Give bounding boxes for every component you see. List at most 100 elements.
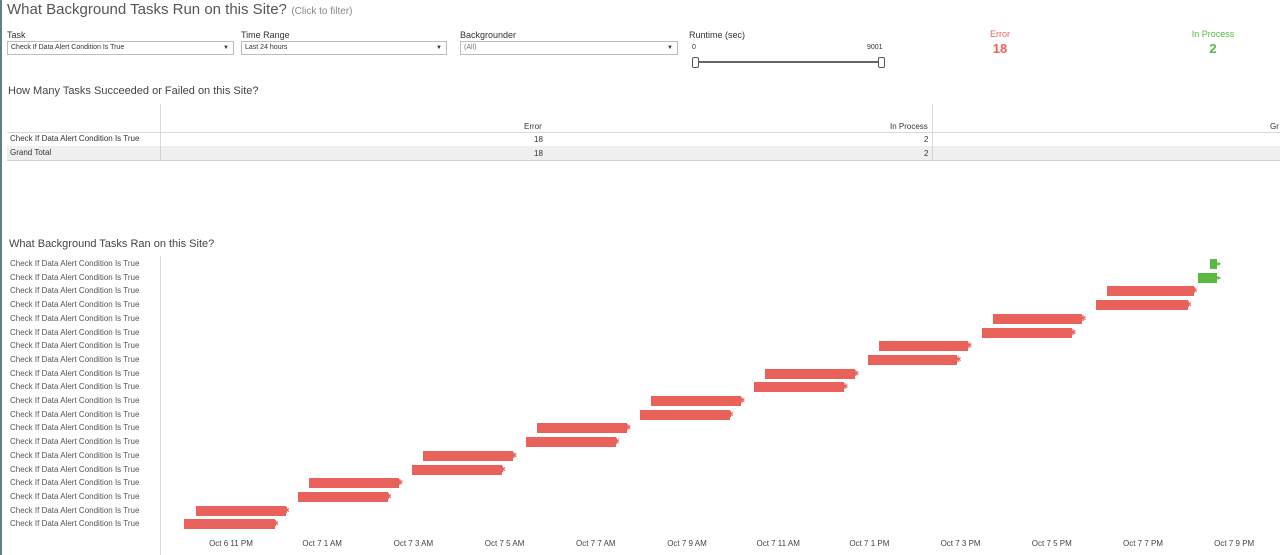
gantt-bar-error[interactable]: ✱ <box>982 327 1076 338</box>
bar-end-marker-icon: ✱ <box>841 382 849 392</box>
x-axis-tick-label: Oct 7 7 AM <box>576 539 616 548</box>
error-kpi-label: Error <box>990 29 1010 39</box>
table-row-label[interactable]: Check If Data Alert Condition Is True <box>10 134 140 143</box>
bar-end-marker-icon: ✱ <box>1079 313 1087 323</box>
gantt-bar-error[interactable]: ✱ <box>195 505 290 516</box>
gantt-bar-in-process[interactable]: ▸ <box>1210 259 1221 269</box>
error-kpi-value: 18 <box>992 41 1008 56</box>
time-range-dropdown[interactable]: Last 24 hours ▼ <box>241 41 447 55</box>
backgrounder-filter: Backgrounder (All) ▼ <box>460 30 678 55</box>
runtime-max-value: 9001 <box>867 44 883 51</box>
column-header-error[interactable]: Error <box>524 122 542 131</box>
gantt-row-label[interactable]: Check If Data Alert Condition Is True <box>10 382 140 392</box>
gantt-row-label[interactable]: Check If Data Alert Condition Is True <box>10 478 140 488</box>
gantt-row-label[interactable]: Check If Data Alert Condition Is True <box>10 505 140 515</box>
backgrounder-dropdown[interactable]: (All) ▼ <box>460 41 678 55</box>
bar-end-marker-icon: ✱ <box>852 368 860 378</box>
gantt-bar-error[interactable]: ✱ <box>1096 300 1192 311</box>
gantt-bar-error[interactable]: ✱ <box>411 464 506 475</box>
gantt-bar-error[interactable]: ✱ <box>764 368 859 379</box>
gantt-bar-error[interactable]: ✱ <box>525 437 620 448</box>
gantt-row-label[interactable]: Check If Data Alert Condition Is True <box>10 354 140 364</box>
x-axis-tick-label: Oct 7 5 AM <box>484 539 525 548</box>
table-divider <box>160 146 161 160</box>
error-kpi[interactable]: Error 18 <box>960 29 1040 56</box>
table-cell-in-process[interactable]: 2 <box>924 135 929 144</box>
gantt-row-label[interactable]: Check If Data Alert Condition Is True <box>10 272 140 282</box>
gantt-row-label[interactable]: Check If Data Alert Condition Is True <box>10 327 140 337</box>
chevron-down-icon: ▼ <box>223 45 229 51</box>
gantt-bar-error[interactable]: ✱ <box>536 423 631 434</box>
in-process-kpi-value: 2 <box>1209 41 1217 56</box>
gantt-bar-in-process[interactable]: ▸ <box>1197 272 1221 283</box>
gantt-row-label[interactable]: Check If Data Alert Condition Is True <box>10 519 140 529</box>
gantt-row-label[interactable]: Check If Data Alert Condition Is True <box>10 464 140 474</box>
grand-total-label: Grand Total <box>10 148 52 157</box>
runtime-slider-max-handle[interactable] <box>878 57 885 68</box>
x-axis-tick-label: Oct 7 9 AM <box>667 539 707 548</box>
gantt-bar-error[interactable]: ✱ <box>650 396 745 406</box>
gantt-row-label[interactable]: Check If Data Alert Condition Is True <box>10 286 140 296</box>
title-text: What Background Tasks Run on this Site? <box>7 1 287 18</box>
backgrounder-filter-label: Backgrounder <box>460 30 517 40</box>
bar-end-marker-icon: ✱ <box>272 519 279 529</box>
table-divider <box>932 146 933 160</box>
gantt-row-label[interactable]: Check If Data Alert Condition Is True <box>10 313 140 323</box>
runtime-min-value: 0 <box>692 44 696 51</box>
x-axis-tick-label: Oct 6 11 PM <box>209 539 253 548</box>
in-process-kpi[interactable]: In Process 2 <box>1173 29 1253 56</box>
gantt-row-label[interactable]: Check If Data Alert Condition Is True <box>10 300 140 310</box>
gantt-row-label[interactable]: Check If Data Alert Condition Is True <box>10 491 140 501</box>
task-dropdown-value: Check If Data Alert Condition Is True <box>11 44 125 51</box>
time-range-dropdown-value: Last 24 hours <box>245 44 288 51</box>
gantt-bar-error[interactable]: ✱ <box>878 341 972 352</box>
bar-end-marker-icon: ✱ <box>613 437 620 447</box>
gantt-bar-error[interactable]: ✱ <box>297 491 392 502</box>
grand-total-row <box>7 146 1280 161</box>
x-axis-tick-label: Oct 7 5 PM <box>1031 539 1072 548</box>
bar-end-marker-icon: ✱ <box>738 396 746 405</box>
gantt-bar-error[interactable]: ✱ <box>308 478 403 489</box>
gantt-bar-error[interactable]: ✱ <box>754 382 848 393</box>
gantt-row-label[interactable]: Check If Data Alert Condition Is True <box>10 437 140 447</box>
gantt-row-label[interactable]: Check If Data Alert Condition Is True <box>10 423 140 433</box>
gantt-title: What Background Tasks Ran on this Site? <box>9 238 215 250</box>
gantt-bar-error[interactable]: ✱ <box>868 354 961 365</box>
gantt-bar-error[interactable]: ✱ <box>992 313 1086 324</box>
column-header-in-process[interactable]: In Process <box>890 122 928 131</box>
column-header-grand-total[interactable]: Gr <box>1270 122 1279 131</box>
grand-total-in-process: 2 <box>924 149 929 158</box>
bar-end-marker-icon: ✱ <box>624 423 632 433</box>
dashboard-title[interactable]: What Background Tasks Run on this Site? … <box>7 1 352 19</box>
bar-end-marker-icon: ✱ <box>385 491 392 501</box>
gantt-row-label[interactable]: Check If Data Alert Condition Is True <box>10 396 140 405</box>
runtime-slider-track[interactable] <box>697 61 883 63</box>
gantt-bar-error[interactable]: ✱ <box>639 409 734 420</box>
bar-end-marker-icon: ✱ <box>965 341 973 351</box>
bar-end-marker-icon: ✱ <box>727 409 734 419</box>
gantt-row-label[interactable]: Check If Data Alert Condition Is True <box>10 450 140 460</box>
gantt-row-label[interactable]: Check If Data Alert Condition Is True <box>10 368 140 378</box>
task-dropdown[interactable]: Check If Data Alert Condition Is True ▼ <box>7 41 234 55</box>
time-range-filter: Time Range Last 24 hours ▼ <box>241 30 447 55</box>
bar-end-marker-icon: ✱ <box>1184 300 1192 310</box>
bar-end-marker-icon: ✱ <box>396 478 404 488</box>
gantt-row-label[interactable]: Check If Data Alert Condition Is True <box>10 409 140 419</box>
task-filter-label: Task <box>7 30 26 40</box>
left-edge-rule <box>0 0 2 555</box>
gantt-bar-error[interactable]: ✱ <box>1106 286 1198 297</box>
task-filter: Task Check If Data Alert Condition Is Tr… <box>7 30 234 55</box>
gantt-row-label[interactable]: Check If Data Alert Condition Is True <box>10 259 140 268</box>
bar-end-marker-icon: ✱ <box>1190 286 1198 296</box>
x-axis-tick-label: Oct 7 9 PM <box>1214 539 1255 548</box>
gantt-bar-error[interactable]: ✱ <box>422 450 517 461</box>
in-process-kpi-label: In Process <box>1191 29 1235 39</box>
bar-end-marker-icon: ✱ <box>283 505 290 515</box>
bar-end-marker-icon: ✱ <box>499 464 506 474</box>
gantt-row-label[interactable]: Check If Data Alert Condition Is True <box>10 341 140 351</box>
runtime-slider-min-handle[interactable] <box>692 57 699 68</box>
x-axis-tick-label: Oct 7 11 AM <box>756 539 800 548</box>
gantt-bar-error[interactable]: ✱ <box>184 519 279 530</box>
table-cell-error[interactable]: 18 <box>534 135 543 144</box>
grand-total-error: 18 <box>534 149 543 158</box>
